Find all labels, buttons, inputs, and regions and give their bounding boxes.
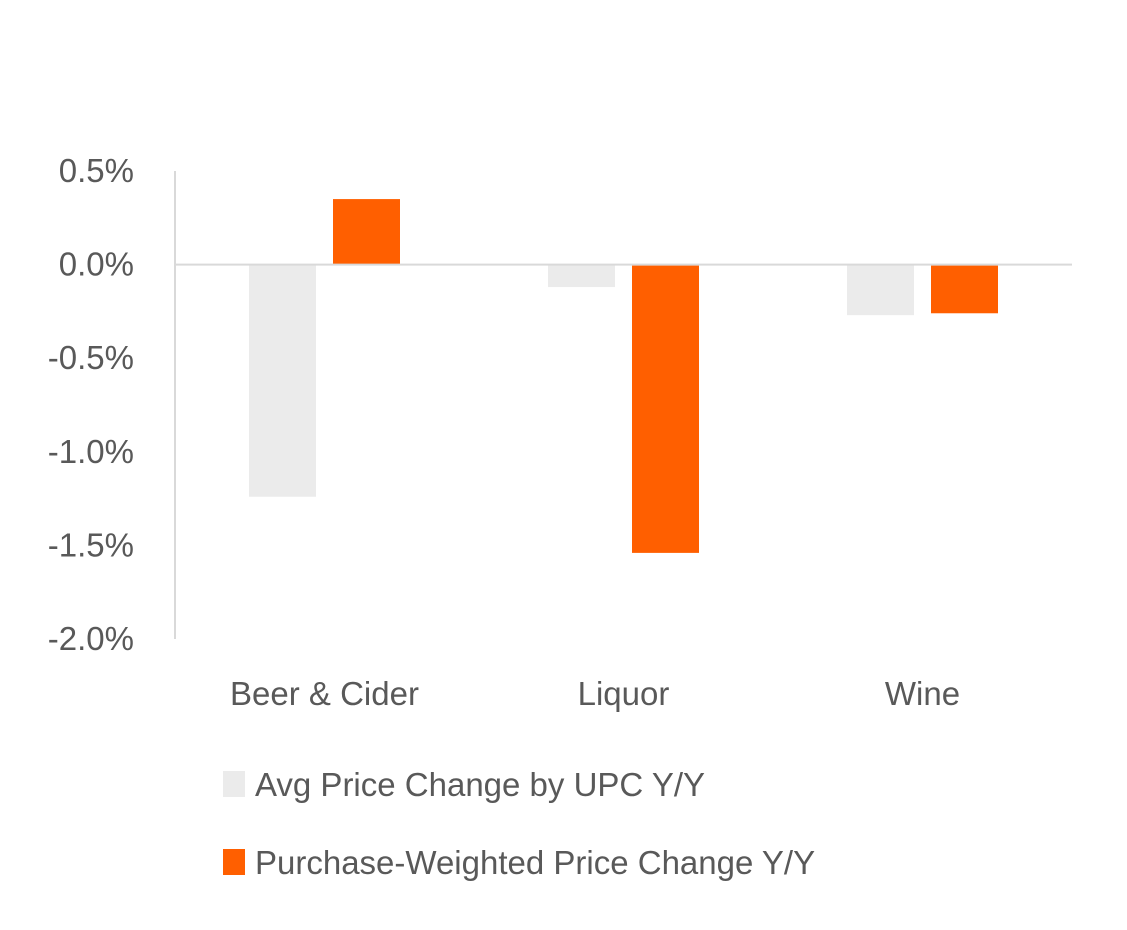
y-tick-label: -1.5% (48, 526, 134, 563)
legend-label-avg-upc: Avg Price Change by UPC Y/Y (255, 766, 705, 803)
y-tick-label: -1.0% (48, 433, 134, 470)
bar-purchase-weighted (931, 264, 998, 314)
y-tick-label: 0.0% (59, 246, 134, 283)
legend-item-purchase-weighted: Purchase-Weighted Price Change Y/Y (223, 844, 815, 881)
legend-item-avg-upc: Avg Price Change by UPC Y/Y (223, 766, 705, 803)
y-tick-label: 0.5% (59, 152, 134, 189)
y-tick-label: -2.0% (48, 620, 134, 657)
x-axis-labels: Beer & Cider Liquor Wine (230, 675, 960, 712)
y-axis: 0.5% 0.0% -0.5% -1.0% -1.5% -2.0% (48, 152, 176, 657)
legend: Avg Price Change by UPC Y/Y Purchase-Wei… (223, 766, 815, 881)
x-category-label: Beer & Cider (230, 675, 419, 712)
y-tick-label: -0.5% (48, 339, 134, 376)
legend-label-purchase-weighted: Purchase-Weighted Price Change Y/Y (255, 844, 815, 881)
bar-purchase-weighted (632, 264, 699, 553)
bar-avg-upc (249, 264, 316, 497)
bars (249, 199, 998, 553)
bar-avg-upc (548, 264, 615, 288)
x-category-label: Wine (885, 675, 960, 712)
legend-swatch-purchase-weighted (223, 849, 245, 875)
bar-purchase-weighted (333, 199, 400, 265)
legend-swatch-avg-upc (223, 771, 245, 797)
x-category-label: Liquor (578, 675, 670, 712)
bar-avg-upc (847, 264, 914, 316)
